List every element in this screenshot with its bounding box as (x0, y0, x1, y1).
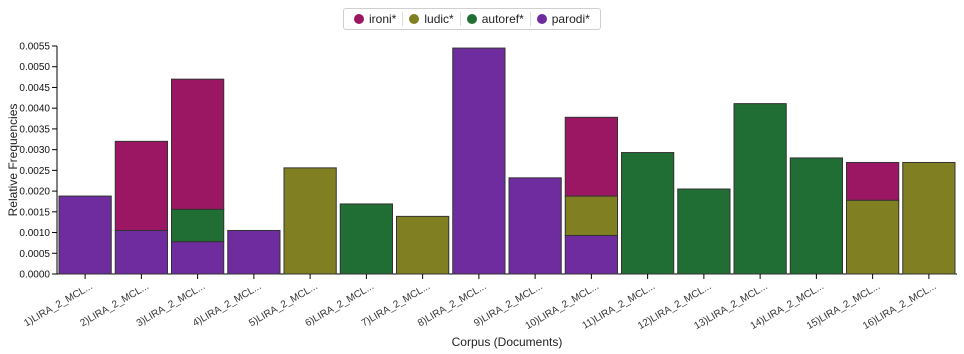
bar-segment-ludic-15[interactable] (846, 199, 900, 275)
bar-segment-ironi-3[interactable] (171, 78, 225, 210)
bar-segment-autoref-14[interactable] (789, 157, 843, 275)
legend-label: autoref* (481, 12, 524, 26)
x-axis-title: Corpus (Documents) (452, 335, 563, 349)
legend-swatch-icon (466, 14, 477, 24)
y-tick-label: 0.0025 (19, 166, 50, 177)
bar-segment-autoref-6[interactable] (339, 203, 393, 275)
y-tick-label: 0.0000 (19, 270, 50, 281)
bar-segment-parodi-9[interactable] (508, 177, 562, 275)
y-tick-label: 0.0010 (19, 228, 50, 239)
y-tick-label: 0.0050 (19, 62, 50, 73)
bar-segment-parodi-3[interactable] (171, 241, 225, 275)
bar-segment-autoref-3[interactable] (171, 208, 225, 243)
bar-segment-ludic-16[interactable] (902, 161, 956, 275)
y-tick-label: 0.0040 (19, 104, 50, 115)
y-tick-label: 0.0045 (19, 83, 50, 94)
bar-segment-ironi-2[interactable] (114, 140, 168, 231)
legend-label: parodi* (551, 12, 590, 26)
bar-segment-ludic-5[interactable] (283, 167, 337, 275)
y-tick-label: 0.0015 (19, 207, 50, 218)
bar-segment-ironi-15[interactable] (846, 161, 900, 201)
legend: ironi* ludic* autoref* parodi* (343, 8, 601, 30)
legend-item-parodi[interactable]: parodi* (529, 12, 596, 26)
legend-item-ironi[interactable]: ironi* (348, 12, 402, 26)
bar-segment-autoref-12[interactable] (677, 188, 731, 275)
bar-segment-ironi-10[interactable] (564, 116, 618, 197)
bar-segment-autoref-13[interactable] (733, 103, 787, 275)
y-tick-label: 0.0005 (19, 249, 50, 260)
legend-swatch-icon (354, 14, 364, 24)
legend-label: ironi* (369, 12, 397, 26)
bar-segment-parodi-8[interactable] (452, 47, 506, 275)
bar-segment-parodi-2[interactable] (114, 229, 168, 275)
bar-segment-parodi-4[interactable] (227, 229, 281, 275)
y-tick-label: 0.0035 (19, 124, 50, 135)
bar-segment-parodi-1[interactable] (58, 195, 112, 275)
legend-item-autoref[interactable]: autoref* (459, 12, 530, 26)
bar-segment-parodi-10[interactable] (564, 234, 618, 275)
legend-item-ludic[interactable]: ludic* (402, 12, 459, 26)
bar-segment-ludic-7[interactable] (396, 215, 450, 275)
y-tick-label: 0.0020 (19, 187, 50, 198)
bar-segment-autoref-11[interactable] (621, 152, 675, 275)
y-tick-label: 0.0055 (19, 42, 50, 53)
legend-swatch-icon (409, 14, 420, 24)
y-tick-label: 0.0030 (19, 145, 50, 156)
legend-label: ludic* (424, 12, 454, 26)
y-axis-title: Relative Frequencies (6, 104, 20, 217)
bar-segment-ludic-10[interactable] (564, 195, 618, 236)
legend-swatch-icon (536, 14, 547, 24)
